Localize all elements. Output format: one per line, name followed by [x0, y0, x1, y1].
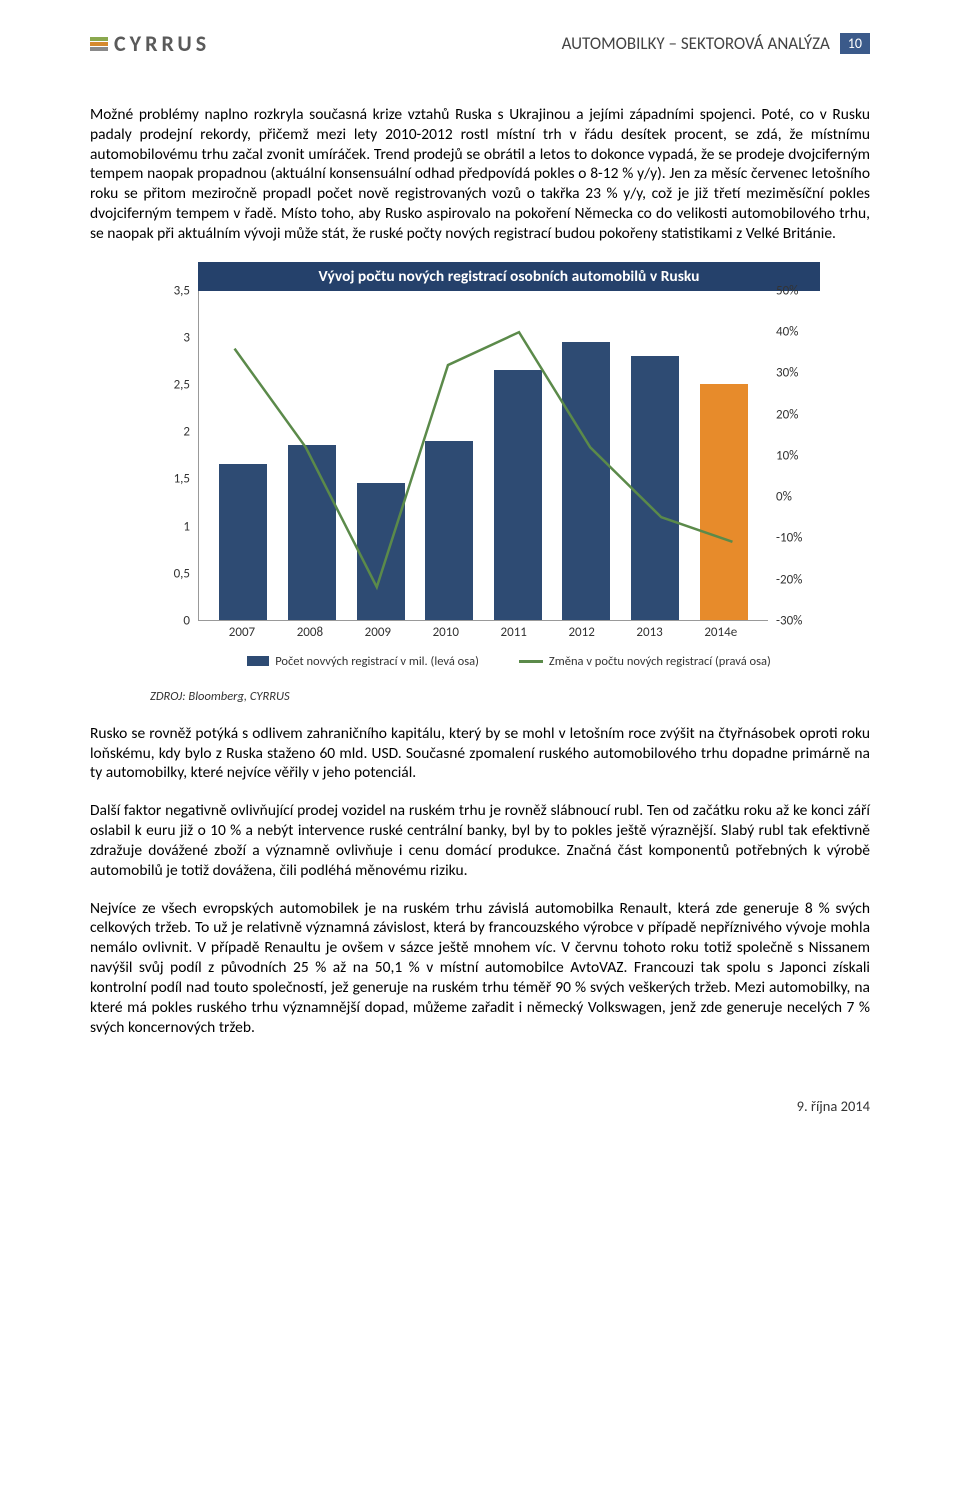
y-left-tick: 2 — [183, 425, 190, 440]
y-left-tick: 3,5 — [174, 283, 190, 298]
y-left-tick: 1,5 — [174, 472, 190, 487]
bar — [288, 445, 336, 619]
x-tick: 2011 — [501, 625, 527, 640]
y-right-tick: 30% — [776, 366, 798, 381]
y-left-tick: 0 — [183, 613, 190, 628]
x-tick: 2010 — [433, 625, 459, 640]
x-tick: 2007 — [229, 625, 255, 640]
registrations-chart: Vývoj počtu nových registrací osobních a… — [150, 262, 820, 669]
legend-bar: Počet novvých registrací v mil. (levá os… — [247, 654, 479, 669]
y-right-tick: -20% — [776, 572, 802, 587]
y-axis-right: -30%-20%-10%0%10%20%30%40%50% — [768, 291, 820, 621]
y-left-tick: 1 — [183, 519, 190, 534]
logo-mark-icon — [90, 37, 108, 51]
plot-area — [198, 291, 768, 621]
bar — [562, 342, 610, 620]
x-tick: 2009 — [365, 625, 391, 640]
paragraph-3: Další faktor negativně ovlivňující prode… — [90, 801, 870, 880]
x-tick: 2013 — [636, 625, 662, 640]
chart-title: Vývoj počtu nových registrací osobních a… — [198, 262, 820, 291]
y-left-tick: 2,5 — [174, 378, 190, 393]
logo-text: CYRRUS — [114, 30, 210, 57]
legend-bar-label: Počet novvých registrací v mil. (levá os… — [275, 654, 479, 669]
footer-date: 9. října 2014 — [90, 1097, 870, 1115]
y-right-tick: 50% — [776, 283, 798, 298]
page-number: 10 — [840, 33, 870, 54]
header-title-text: AUTOMOBILKY – SEKTOROVÁ ANALÝZA — [562, 33, 830, 54]
y-right-tick: 10% — [776, 448, 798, 463]
x-axis: 2007 2008 2009 2010 2011 2012 2013 2014e — [198, 621, 768, 640]
legend-line: Změna v počtu nových registrací (pravá o… — [519, 654, 771, 669]
y-right-tick: -10% — [776, 531, 802, 546]
y-left-tick: 0,5 — [174, 566, 190, 581]
chart-source: ZDROJ: Bloomberg, CYRRUS — [150, 689, 870, 704]
chart-plot-area: 00,511,522,533,5 -30%-20%-10%0%10%20%30%… — [150, 291, 820, 621]
paragraph-2: Rusko se rovněž potýká s odlivem zahrani… — [90, 724, 870, 783]
paragraph-4: Nejvíce ze všech evropských automobilek … — [90, 899, 870, 1038]
legend-line-label: Změna v počtu nových registrací (pravá o… — [549, 654, 771, 669]
y-right-tick: 40% — [776, 325, 798, 340]
y-right-tick: -30% — [776, 613, 802, 628]
bar — [425, 441, 473, 620]
x-tick: 2012 — [568, 625, 594, 640]
bar — [700, 384, 748, 620]
paragraph-1: Možné problémy naplno rozkryla současná … — [90, 105, 870, 244]
y-left-tick: 3 — [183, 330, 190, 345]
bar — [494, 370, 542, 620]
bar — [631, 356, 679, 620]
y-axis-left: 00,511,522,533,5 — [150, 291, 198, 621]
header-title: AUTOMOBILKY – SEKTOROVÁ ANALÝZA 10 — [562, 33, 870, 54]
y-right-tick: 0% — [776, 490, 792, 505]
x-tick: 2008 — [297, 625, 323, 640]
y-right-tick: 20% — [776, 407, 798, 422]
x-tick: 2014e — [704, 625, 737, 640]
bar — [219, 464, 267, 620]
chart-legend: Počet novvých registrací v mil. (levá os… — [198, 654, 820, 669]
document-header: CYRRUS AUTOMOBILKY – SEKTOROVÁ ANALÝZA 1… — [90, 30, 870, 57]
logo: CYRRUS — [90, 30, 210, 57]
legend-swatch-line-icon — [519, 660, 543, 663]
bar — [357, 483, 405, 620]
legend-swatch-bar-icon — [247, 656, 269, 666]
